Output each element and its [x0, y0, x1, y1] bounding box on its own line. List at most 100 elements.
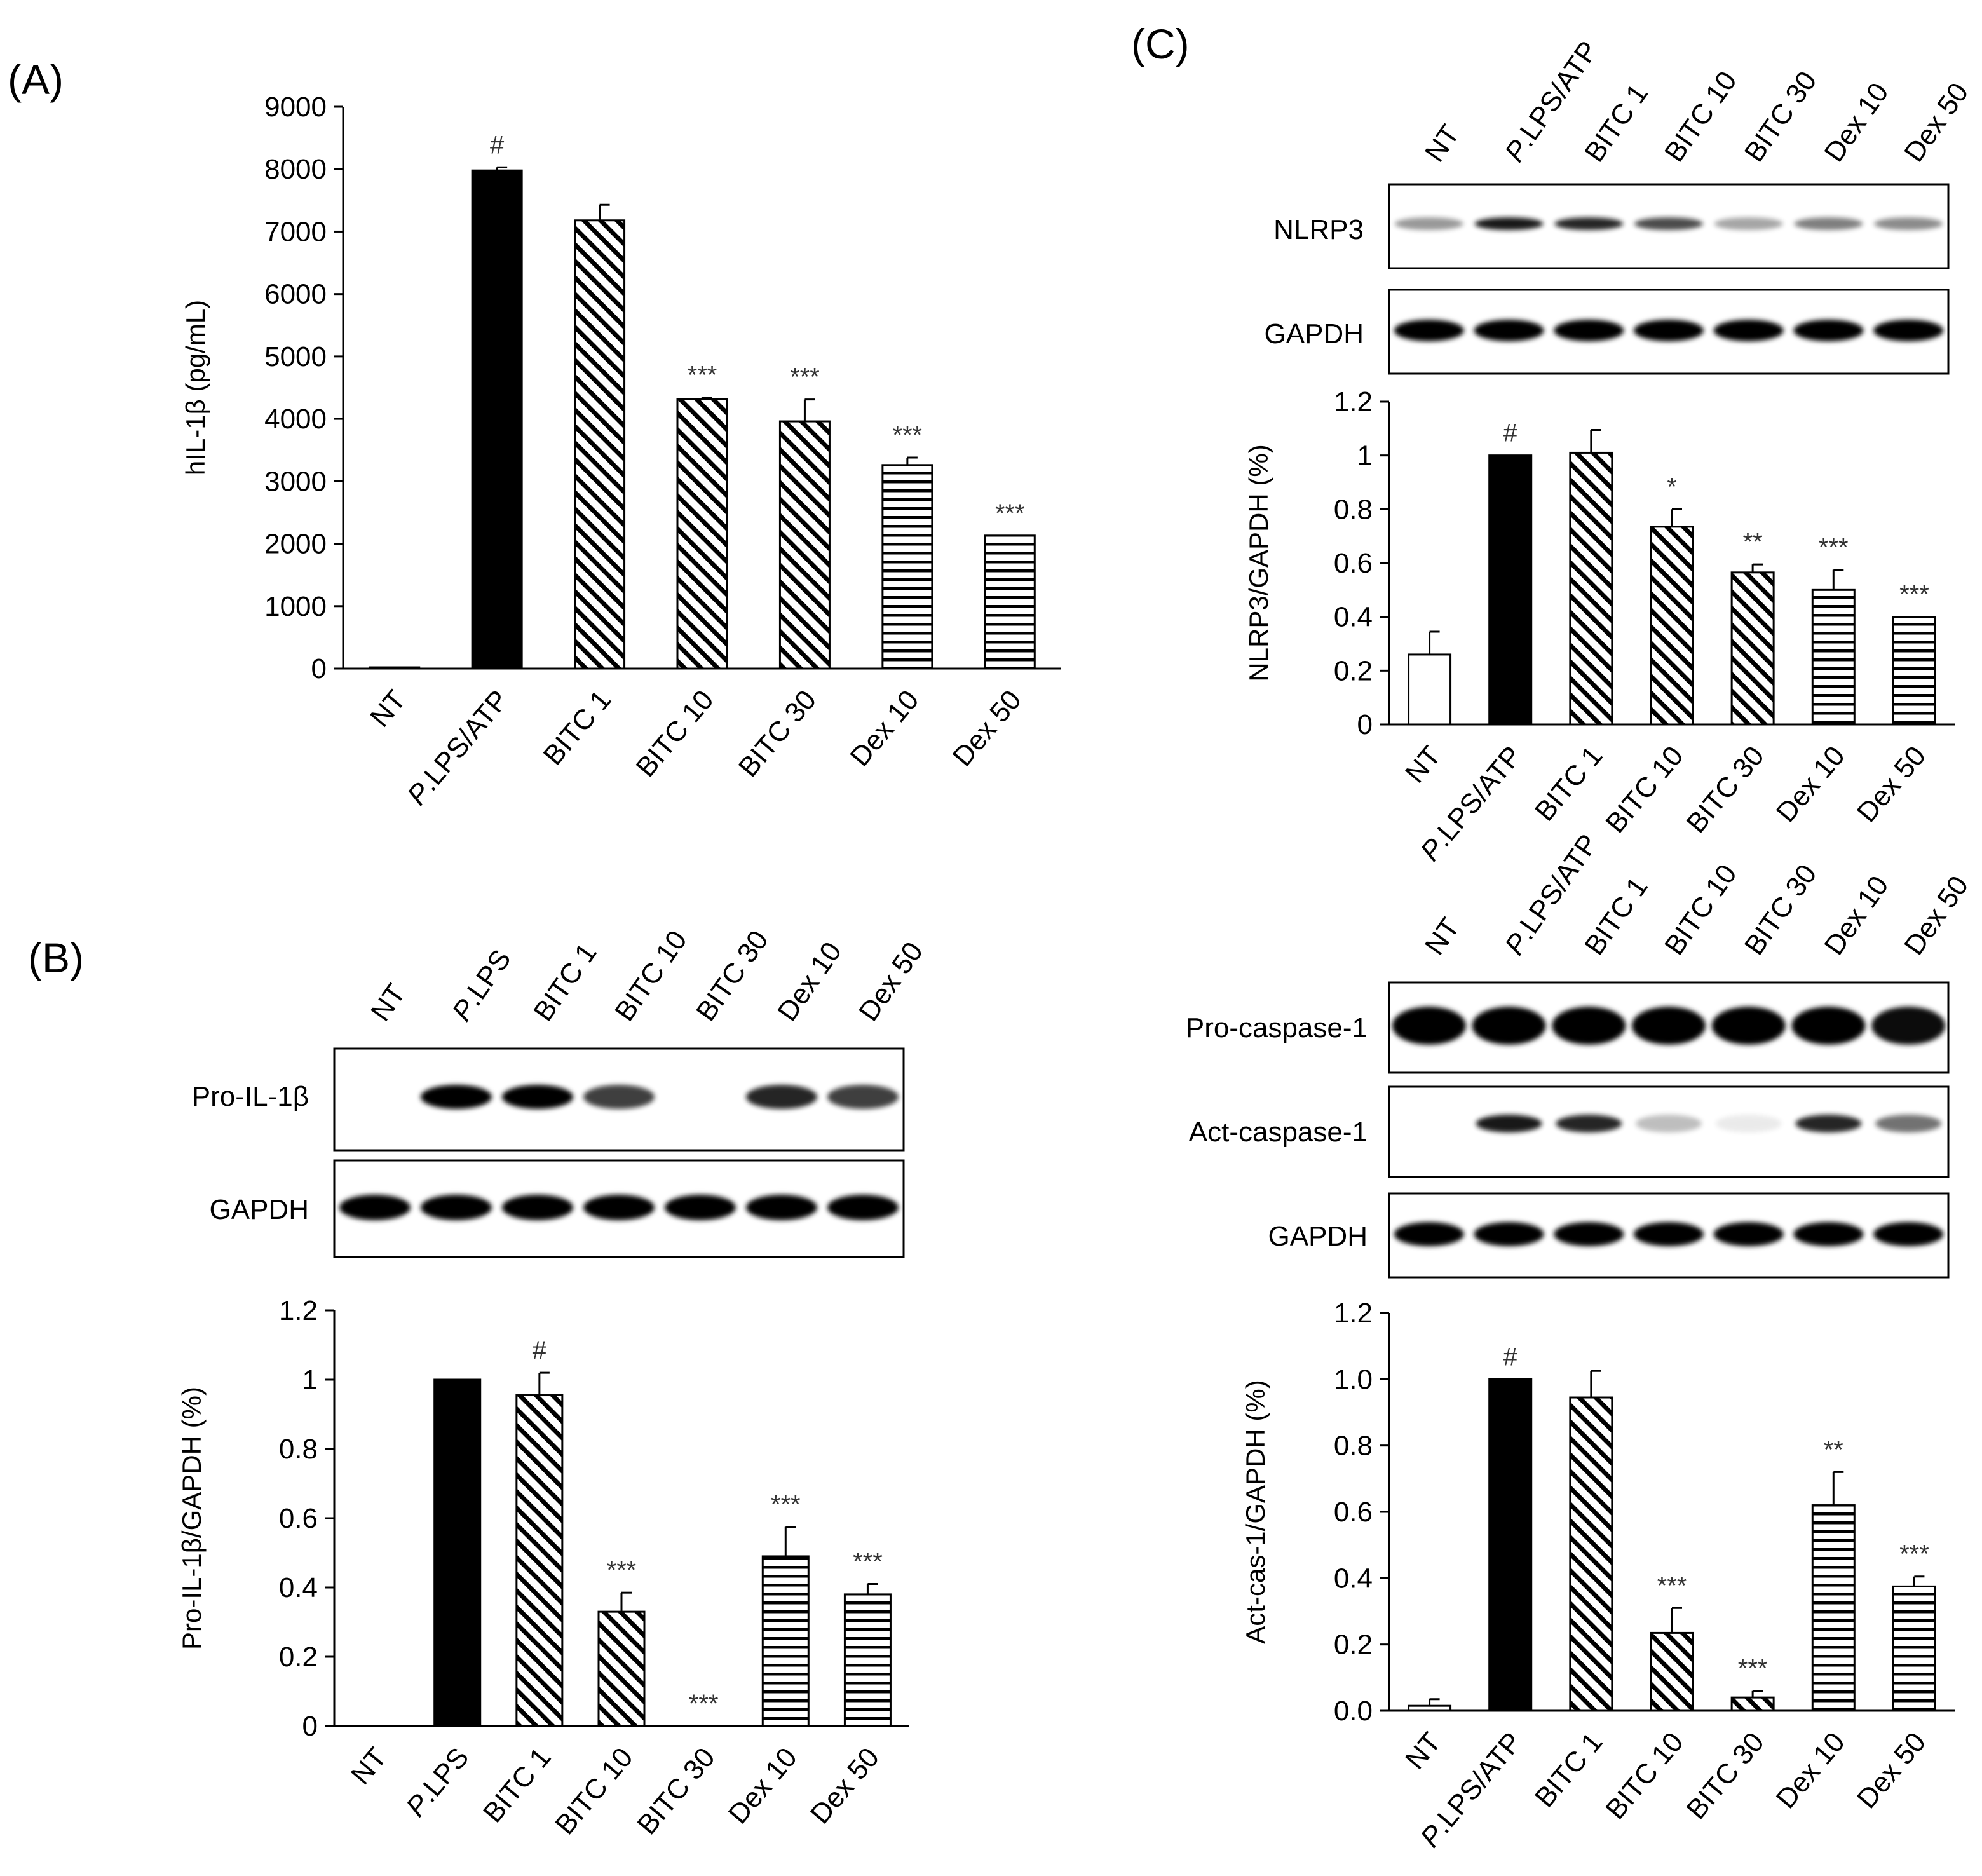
y-tick-label: 0.2 — [1334, 1629, 1373, 1661]
significance-label: * — [1667, 473, 1677, 501]
y-tick-label: 7000 — [264, 216, 327, 247]
lane-label: BITC 1 — [1578, 871, 1654, 960]
blot-band — [1394, 217, 1463, 230]
blot-band — [1474, 320, 1544, 341]
blot-band — [1793, 320, 1864, 341]
blot-c2-row-label: GAPDH — [1268, 1221, 1368, 1252]
significance-label: *** — [1819, 534, 1849, 562]
y-tick-label: 0.6 — [279, 1503, 318, 1534]
lane-label: BITC 10 — [609, 925, 693, 1026]
y-tick-label: 2000 — [264, 529, 327, 560]
blot-band — [1715, 1115, 1782, 1132]
significance-label: # — [1503, 1343, 1518, 1371]
lane-label: NT — [1419, 913, 1466, 961]
chart-a: 0 1000 2000 3000 4000 5000 6000 7000 8000 9000 hIL… — [180, 92, 1061, 811]
blot-b-row-label: Pro-IL-1β — [192, 1081, 309, 1112]
y-tick-label: 4000 — [264, 404, 327, 435]
chart-b: 0 0.2 0.4 0.6 0.8 1 1.2 Pro-IL-1β/GAPDH (%) NTP.… — [177, 1295, 909, 1840]
significance-label: *** — [1899, 1540, 1929, 1568]
y-axis-label: Pro-IL-1β/GAPDH (%) — [177, 1387, 207, 1650]
y-tick-label: 1.2 — [1334, 386, 1373, 418]
y-tick-label: 0.8 — [1334, 1431, 1373, 1462]
blot-band — [1873, 320, 1944, 341]
x-tick-label: NT — [345, 1742, 393, 1790]
y-tick-label: 0.8 — [1334, 494, 1373, 525]
significance-label: *** — [689, 1690, 719, 1718]
significance-label: *** — [995, 500, 1025, 527]
y-axis-label: Act-cas-1/GAPDH (%) — [1240, 1380, 1270, 1643]
blot-band — [1875, 1115, 1942, 1132]
x-tick-label: BITC 1 — [1529, 1727, 1609, 1813]
bar-C1-3 — [1650, 526, 1694, 726]
x-tick-label: Dex 50 — [1851, 740, 1932, 828]
blot-band — [1394, 1222, 1464, 1246]
x-tick-label: Dex 50 — [1851, 1727, 1932, 1814]
x-tick-label: P.LPS/ATP — [401, 684, 514, 811]
blot-band — [1714, 217, 1783, 230]
blot-band — [1474, 1222, 1544, 1246]
bar-C2-4 — [1730, 1696, 1775, 1712]
y-tick-label: 1 — [1357, 440, 1373, 472]
blot-band — [827, 1195, 899, 1220]
y-tick-label: 1000 — [264, 591, 327, 622]
blot-band — [1392, 1007, 1466, 1045]
blot-band — [1552, 1007, 1626, 1045]
significance-label: *** — [893, 421, 923, 449]
bar-A-3 — [676, 398, 728, 670]
significance-label: ** — [1824, 1436, 1843, 1464]
blot-band — [827, 1085, 899, 1109]
blot-band — [1554, 1222, 1624, 1246]
x-tick-label: Dex 50 — [804, 1742, 885, 1830]
x-tick-label: BITC 30 — [1681, 740, 1770, 839]
lane-label: Dex 50 — [1898, 77, 1974, 167]
x-tick-label: BITC 30 — [1681, 1727, 1770, 1825]
lane-label: BITC 1 — [1578, 78, 1654, 167]
significance-label: # — [490, 131, 505, 159]
y-tick-label: 0 — [1357, 709, 1373, 740]
bar-C1-4 — [1730, 571, 1775, 726]
blot-band — [1794, 217, 1863, 230]
lane-label: BITC 1 — [527, 937, 603, 1026]
y-tick-label: 3000 — [264, 466, 327, 497]
bar-C2-3 — [1650, 1631, 1694, 1712]
blot-band — [1476, 1115, 1542, 1132]
bar-C1-5 — [1811, 588, 1856, 726]
x-tick-label: NT — [364, 684, 412, 733]
x-tick-label: NT — [1399, 740, 1447, 789]
lane-label: Dex 10 — [1818, 870, 1894, 960]
y-tick-label: 0 — [302, 1711, 318, 1742]
x-tick-label: P.LPS — [400, 1742, 475, 1823]
bar-B-5 — [761, 1555, 810, 1727]
lane-label: Dex 10 — [771, 936, 848, 1026]
x-tick-label: BITC 1 — [1529, 740, 1609, 827]
y-tick-label: 1.0 — [1334, 1364, 1373, 1395]
significance-label: *** — [1738, 1655, 1768, 1683]
blot-c2-row-label: Act-caspase-1 — [1189, 1117, 1368, 1148]
x-tick-label: BITC 10 — [1599, 740, 1689, 839]
bar-C2-5 — [1811, 1504, 1856, 1712]
bar-B-1 — [433, 1378, 482, 1727]
y-axis-label: NLRP3/GAPDH (%) — [1244, 444, 1273, 681]
blot-c2-row-label: Pro-caspase-1 — [1186, 1012, 1368, 1043]
y-tick-label: 0.6 — [1334, 548, 1373, 579]
blot-band — [502, 1085, 573, 1109]
bar-B-6 — [843, 1593, 892, 1727]
significance-label: *** — [1899, 581, 1929, 609]
significance-label: *** — [790, 364, 820, 391]
x-tick-label: Dex 50 — [947, 684, 1028, 772]
significance-label: *** — [688, 362, 717, 390]
lane-label: BITC 30 — [1739, 65, 1823, 167]
bar-B-3 — [597, 1610, 646, 1727]
blot-band — [1711, 1007, 1786, 1045]
blot-band — [1634, 320, 1704, 341]
blot-band — [421, 1085, 492, 1109]
y-tick-label: 0.4 — [279, 1572, 318, 1603]
x-tick-label: BITC 30 — [632, 1742, 721, 1840]
bar-A-0 — [369, 666, 421, 670]
bar-C2-1 — [1488, 1378, 1533, 1712]
